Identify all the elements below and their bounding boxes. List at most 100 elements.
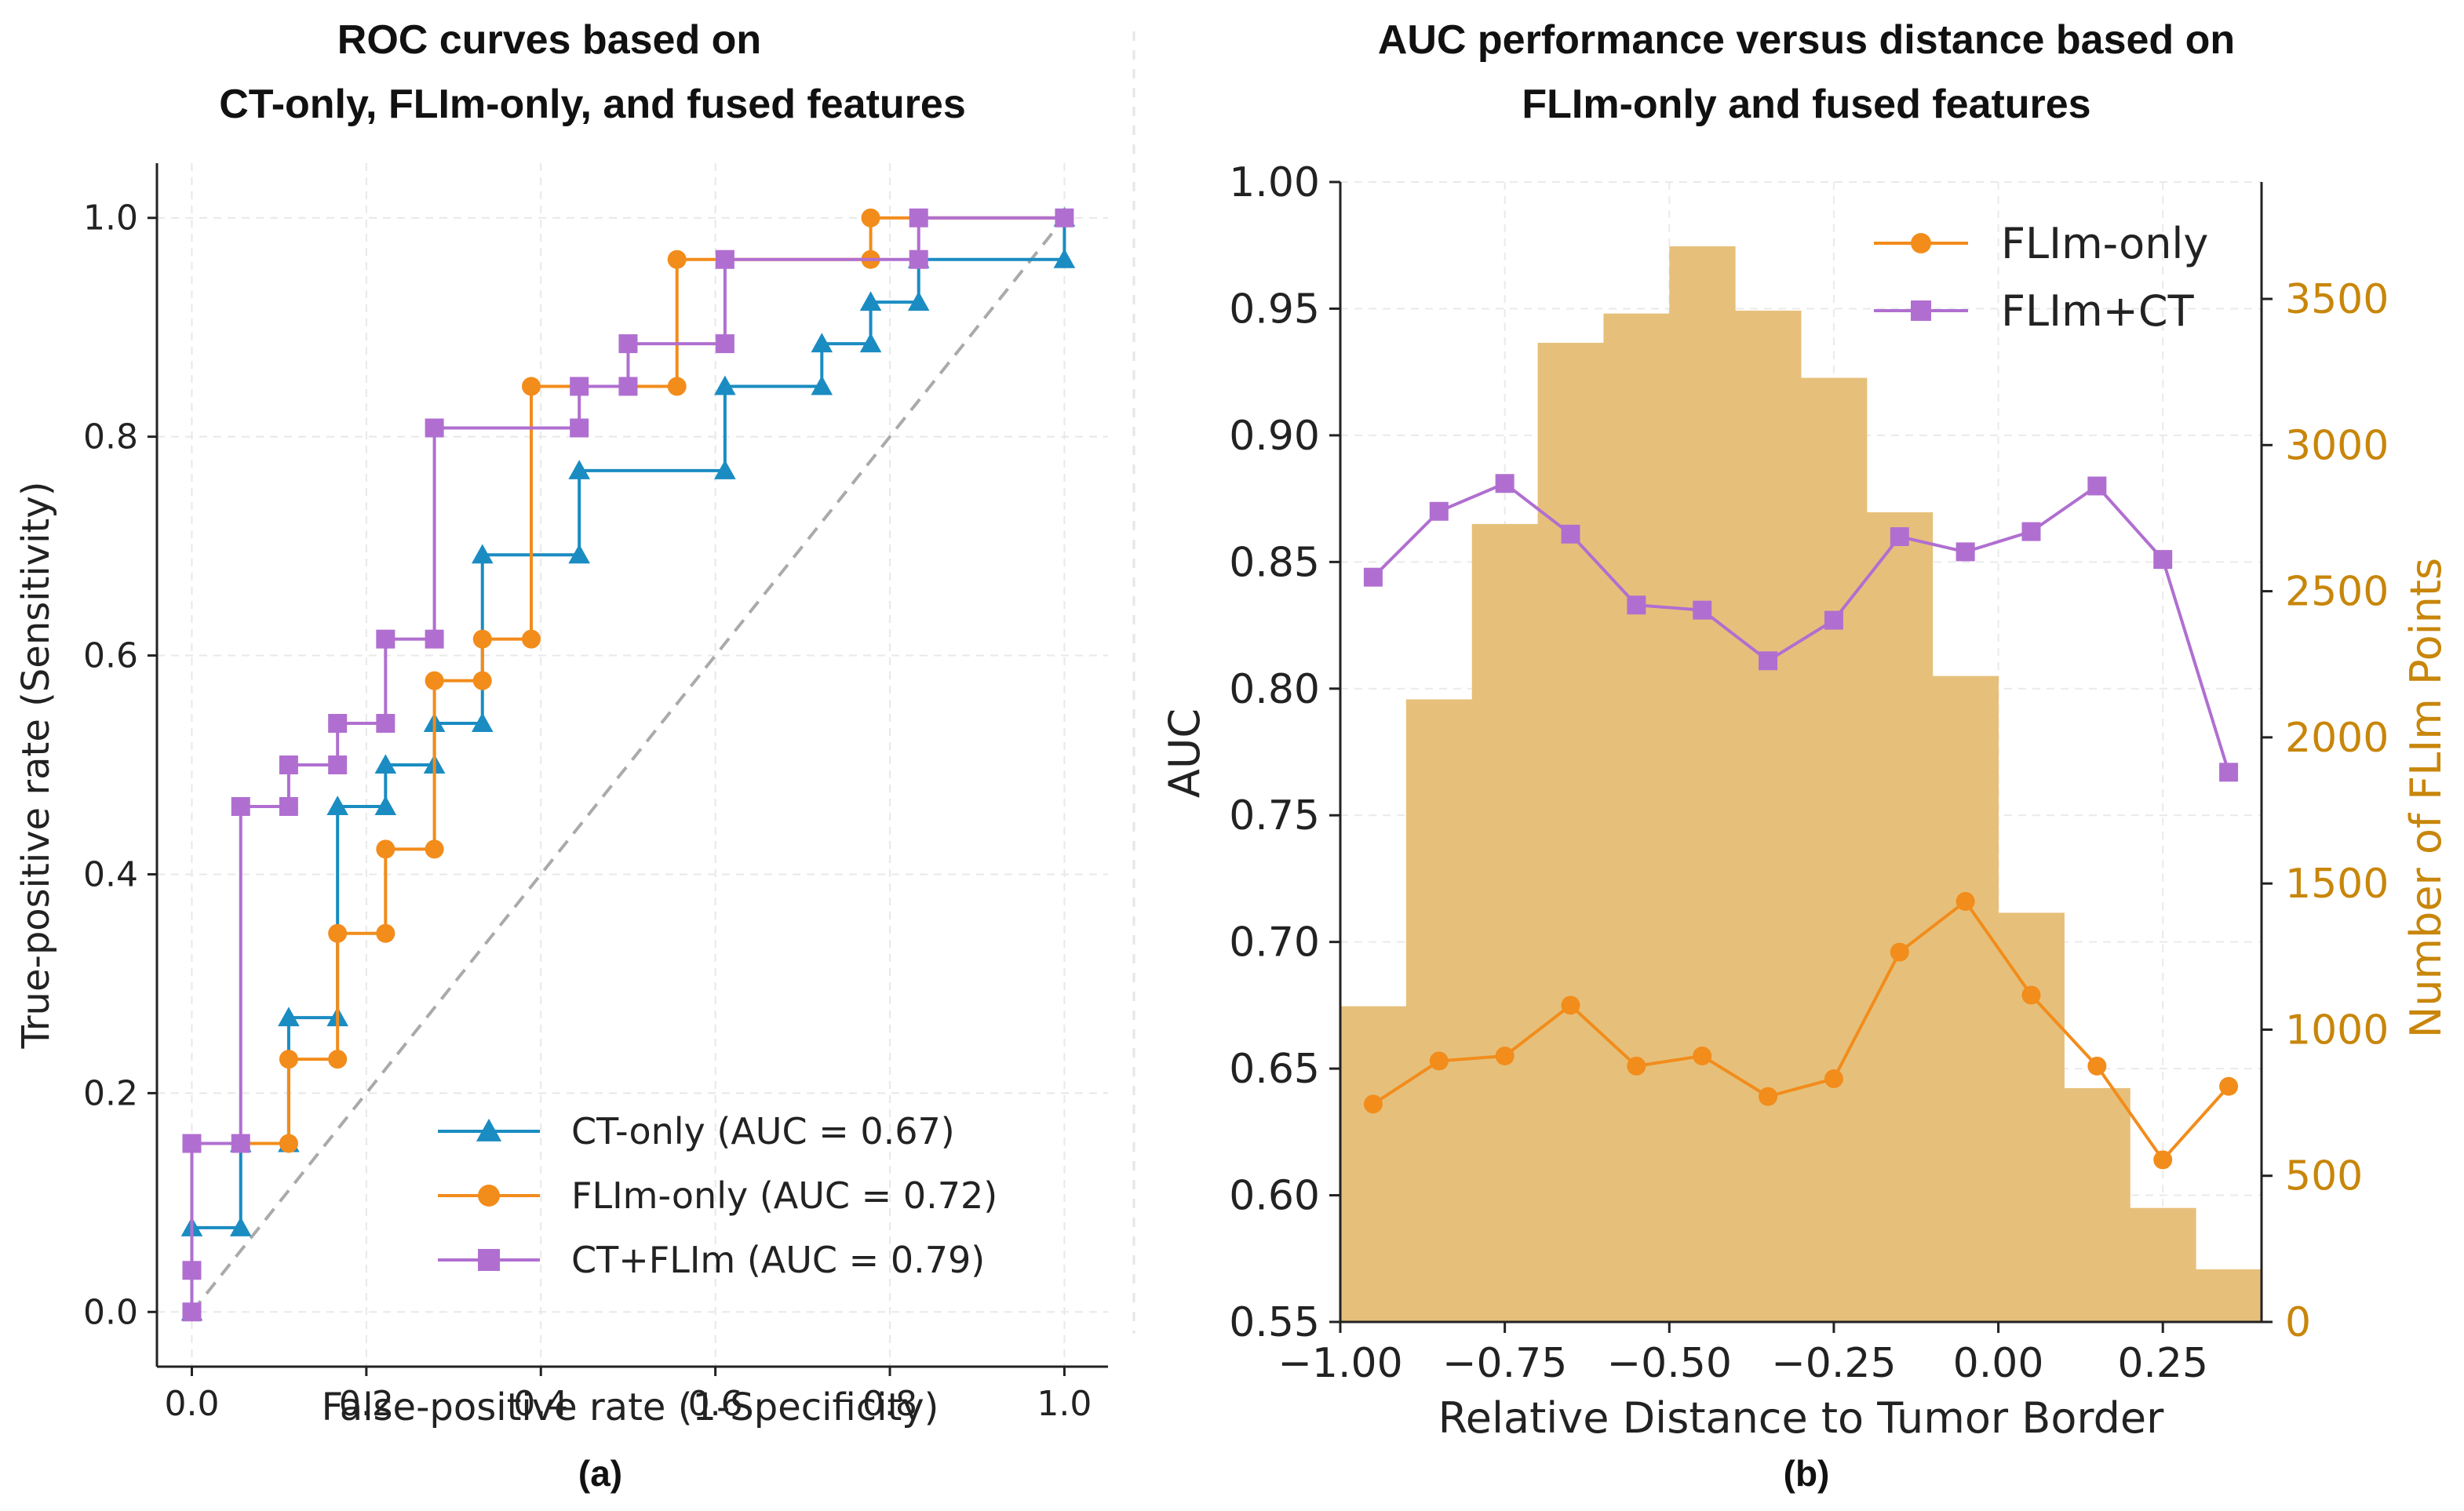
auc-y-tick-label: 0.85 — [1229, 539, 1320, 586]
auc-point-fused — [1824, 610, 1843, 630]
auc-point-flim — [2153, 1150, 2173, 1170]
roc-point-flim — [861, 208, 880, 228]
roc-point-ct — [326, 796, 348, 816]
roc-point-flim — [328, 1050, 348, 1069]
roc-point-flim — [279, 1050, 298, 1069]
count-y2-axis-label: Number of FLIm Points — [2401, 558, 2451, 1038]
auc-y-axis-label: AUC — [1160, 708, 1209, 798]
roc-point-fused — [715, 334, 734, 354]
count-y2-tick-label: 500 — [2285, 1153, 2363, 1200]
auc-point-flim — [1759, 1087, 1778, 1106]
panel-a-caption: (a) — [578, 1453, 622, 1494]
roc-point-ct — [471, 712, 494, 733]
auc-point-fused — [1759, 651, 1778, 671]
auc-y-tick-label: 0.60 — [1229, 1173, 1320, 1220]
histogram-bar — [2196, 1269, 2262, 1322]
histogram-bar — [2064, 1087, 2130, 1322]
roc-line-fused — [190, 216, 1065, 1313]
roc-point-flim — [667, 249, 687, 269]
auc-point-flim — [1956, 892, 1975, 912]
roc-legend-label-flim: FLIm-only (AUC = 0.72) — [571, 1174, 997, 1217]
count-y2-tick-label: 3500 — [2285, 276, 2389, 323]
auc-x-tick-label: 0.25 — [2117, 1340, 2208, 1387]
roc-point-fused — [182, 1134, 202, 1153]
roc-point-flim — [328, 923, 348, 943]
roc-point-fused — [425, 629, 444, 649]
roc-point-fused — [715, 249, 734, 269]
count-y2-tick-label: 3000 — [2285, 422, 2389, 469]
histogram-bar — [1471, 523, 1539, 1322]
roc-x-tick-label: 0.8 — [862, 1384, 917, 1424]
auc-point-flim — [2219, 1076, 2239, 1096]
roc-y-tick-label: 0.2 — [83, 1073, 138, 1113]
roc-point-flim — [279, 1134, 298, 1153]
auc-line-fused — [1372, 481, 2230, 773]
histogram-bar — [1405, 699, 1473, 1322]
histogram-bar — [1735, 310, 1802, 1322]
auc-line-flim — [1372, 899, 2230, 1163]
auc-point-flim — [2087, 1056, 2107, 1076]
roc-x-tick-label: 0.6 — [688, 1384, 743, 1424]
roc-point-flim — [667, 377, 687, 396]
roc-chance-diagonal — [190, 217, 1066, 1313]
roc-point-ct — [374, 796, 397, 816]
auc-legend-marker-flim — [1911, 233, 1931, 253]
roc-point-fused — [618, 334, 638, 354]
histogram-bar — [1801, 377, 1868, 1323]
auc-x-ticks: −1.00 −0.75 −0.50 −0.25 0.00 0.25 — [1278, 1322, 2208, 1387]
auc-legend-label-flim: FLIm-only — [2001, 219, 2208, 268]
roc-legend-marker-flim — [478, 1185, 500, 1207]
roc-point-flim — [472, 671, 492, 690]
roc-point-ct — [859, 333, 882, 353]
auc-series — [1363, 474, 2239, 1170]
count-y2-ticks: 0 500 1000 1500 2000 2500 3000 3500 — [2262, 276, 2389, 1346]
roc-point-ct — [568, 544, 590, 564]
roc-point-fused — [231, 796, 250, 816]
auc-y-tick-label: 0.75 — [1229, 792, 1320, 839]
auc-point-fused — [2153, 550, 2173, 570]
count-y2-tick-label: 0 — [2285, 1299, 2311, 1346]
roc-point-fused — [279, 756, 298, 774]
roc-point-fused — [570, 377, 589, 396]
roc-legend-marker-ct — [476, 1118, 502, 1141]
roc-panel: ROC curves based on CT-only, FLIm-only, … — [14, 17, 1108, 1494]
roc-point-flim — [472, 629, 492, 649]
roc-point-ct — [374, 754, 397, 774]
histogram-bar — [1340, 1006, 1407, 1322]
auc-point-fused — [1693, 600, 1712, 620]
roc-y-ticks: 0.0 0.2 0.4 0.6 0.8 1.0 — [83, 198, 157, 1332]
auc-y-tick-label: 0.90 — [1229, 413, 1320, 460]
roc-y-tick-label: 0.0 — [83, 1292, 138, 1332]
roc-point-fused — [425, 418, 444, 438]
roc-point-fused — [328, 714, 348, 734]
auc-point-fused — [2021, 522, 2041, 541]
auc-point-flim — [1693, 1046, 1712, 1065]
auc-point-fused — [2087, 476, 2107, 496]
roc-point-fused — [618, 377, 638, 396]
auc-point-fused — [1363, 567, 1383, 587]
roc-point-ct — [811, 375, 833, 395]
roc-legend-label-ct: CT-only (AUC = 0.67) — [571, 1110, 955, 1152]
roc-point-ct — [229, 1217, 252, 1236]
roc-x-axis-label: False-positive rate (1-Specificity) — [322, 1385, 939, 1429]
histogram-bar — [1537, 342, 1604, 1322]
roc-point-fused — [909, 249, 928, 269]
auc-axes — [1339, 182, 2263, 1323]
auc-y-tick-label: 0.80 — [1229, 666, 1320, 713]
auc-title-line-2: FLIm-only and fused features — [1522, 82, 2090, 127]
roc-x-ticks: 0.0 0.2 0.4 0.6 0.8 1.0 — [164, 1367, 1092, 1424]
roc-y-tick-label: 0.4 — [83, 854, 138, 894]
auc-x-tick-label: −1.00 — [1278, 1340, 1402, 1387]
roc-axes — [155, 163, 1108, 1368]
flim-count-histogram — [1340, 246, 2262, 1323]
roc-point-flim — [522, 629, 541, 649]
auc-x-axis-label: Relative Distance to Tumor Border — [1438, 1393, 2164, 1443]
auc-point-flim — [1363, 1094, 1383, 1114]
auc-y-ticks: 0.55 0.60 0.65 0.70 0.75 0.80 0.85 0.90 0.95 1.00 — [1229, 159, 1340, 1346]
roc-point-ct — [568, 460, 590, 479]
roc-x-tick-label: 0.4 — [513, 1384, 568, 1424]
auc-title-line-1: AUC performance versus distance based on — [1378, 17, 2235, 63]
roc-point-ct — [471, 544, 494, 564]
roc-point-fused — [279, 796, 298, 816]
